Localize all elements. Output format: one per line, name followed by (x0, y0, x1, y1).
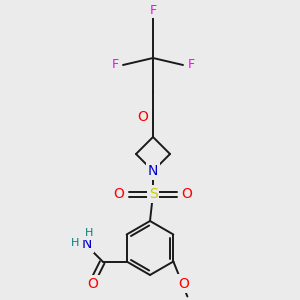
Text: N: N (81, 236, 92, 250)
Text: F: F (111, 58, 118, 71)
Text: F: F (188, 58, 195, 71)
Text: H: H (84, 229, 93, 238)
Text: O: O (138, 110, 148, 124)
Text: O: O (182, 187, 192, 201)
Text: O: O (178, 277, 189, 290)
Text: O: O (87, 278, 98, 292)
Text: O: O (114, 187, 124, 201)
Text: H: H (70, 238, 79, 248)
Text: F: F (149, 4, 157, 16)
Text: N: N (148, 164, 158, 178)
Text: S: S (148, 187, 158, 201)
